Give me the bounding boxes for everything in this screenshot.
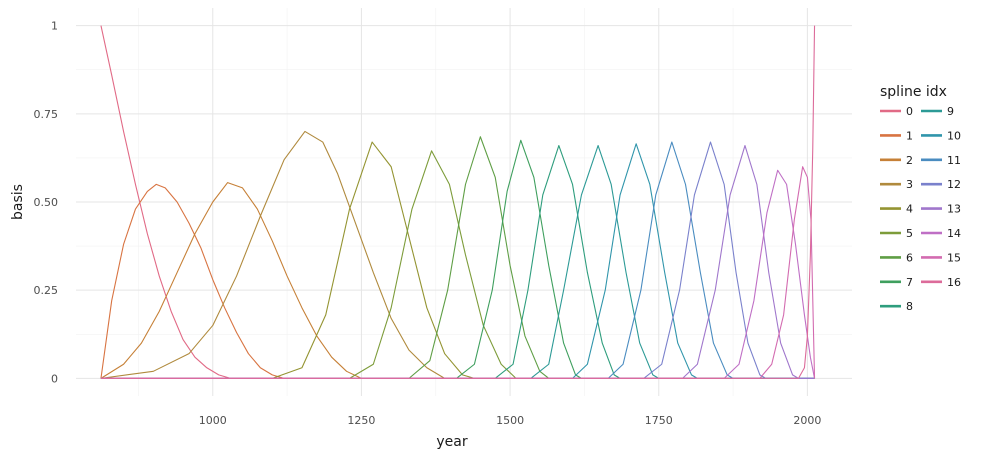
series-line-7 xyxy=(100,139,815,379)
series-line-2 xyxy=(100,182,815,379)
legend-item-7: 7 xyxy=(880,276,913,289)
series-line-6 xyxy=(100,136,815,379)
y-tick-label: 0.50 xyxy=(34,196,59,209)
series-line-9 xyxy=(100,145,815,379)
legend-item-0: 0 xyxy=(880,105,913,118)
x-axis-ticks: 1000 1250 1500 1750 2000 xyxy=(199,414,822,427)
legend-item-8: 8 xyxy=(880,300,913,313)
y-tick-label: 1 xyxy=(51,20,58,33)
y-axis-ticks: 0 0.25 0.50 0.75 1 xyxy=(34,20,59,386)
series-line-10 xyxy=(100,143,815,379)
legend-item-9: 9 xyxy=(921,105,954,118)
x-tick-label: 1000 xyxy=(199,414,227,427)
legend-item-14: 14 xyxy=(921,227,961,240)
series-line-3 xyxy=(100,130,815,379)
y-tick-label: 0.25 xyxy=(34,284,59,297)
legend-label: 7 xyxy=(906,276,913,289)
legend-item-10: 10 xyxy=(921,129,961,142)
series-line-16 xyxy=(100,25,816,379)
series-line-4 xyxy=(100,141,815,379)
legend-label: 13 xyxy=(947,203,961,216)
legend-item-11: 11 xyxy=(921,154,961,167)
legend-label: 2 xyxy=(906,154,913,167)
legend-label: 8 xyxy=(906,300,913,313)
x-tick-label: 1250 xyxy=(347,414,375,427)
series-line-15 xyxy=(100,166,816,379)
series-line-1 xyxy=(100,183,815,379)
legend-label: 3 xyxy=(906,178,913,191)
series-line-0 xyxy=(100,25,815,379)
legend-title: spline idx xyxy=(880,84,947,100)
y-tick-label: 0 xyxy=(51,372,58,385)
x-tick-label: 1750 xyxy=(645,414,673,427)
legend-item-1: 1 xyxy=(880,129,913,142)
y-axis-title: basis xyxy=(10,184,26,220)
legend-item-4: 4 xyxy=(880,203,913,216)
legend-label: 0 xyxy=(906,105,913,118)
legend-label: 4 xyxy=(906,203,913,216)
legend-label: 6 xyxy=(906,251,913,264)
y-tick-label: 0.75 xyxy=(34,108,59,121)
legend-label: 5 xyxy=(906,227,913,240)
legend-item-5: 5 xyxy=(880,227,913,240)
x-tick-label: 1500 xyxy=(496,414,524,427)
series-line-5 xyxy=(100,150,815,379)
x-axis-title: year xyxy=(436,434,467,450)
legend-item-12: 12 xyxy=(921,178,961,191)
legend-item-16: 16 xyxy=(921,276,961,289)
legend-label: 9 xyxy=(947,105,954,118)
x-tick-label: 2000 xyxy=(793,414,821,427)
legend-label: 12 xyxy=(947,178,961,191)
legend-label: 16 xyxy=(947,276,961,289)
legend-item-15: 15 xyxy=(921,251,961,264)
series-line-12 xyxy=(100,141,815,379)
legend-item-3: 3 xyxy=(880,178,913,191)
series-line-13 xyxy=(100,145,815,379)
series-line-11 xyxy=(100,141,815,379)
series-lines xyxy=(100,25,816,379)
series-line-8 xyxy=(100,145,815,379)
legend-label: 1 xyxy=(906,129,913,142)
legend-item-13: 13 xyxy=(921,203,961,216)
legend-label: 14 xyxy=(947,227,961,240)
legend-item-6: 6 xyxy=(880,251,913,264)
legend-label: 15 xyxy=(947,251,961,264)
legend-item-2: 2 xyxy=(880,154,913,167)
series-line-14 xyxy=(100,169,816,379)
legend-label: 10 xyxy=(947,129,961,142)
legend-label: 11 xyxy=(947,154,961,167)
